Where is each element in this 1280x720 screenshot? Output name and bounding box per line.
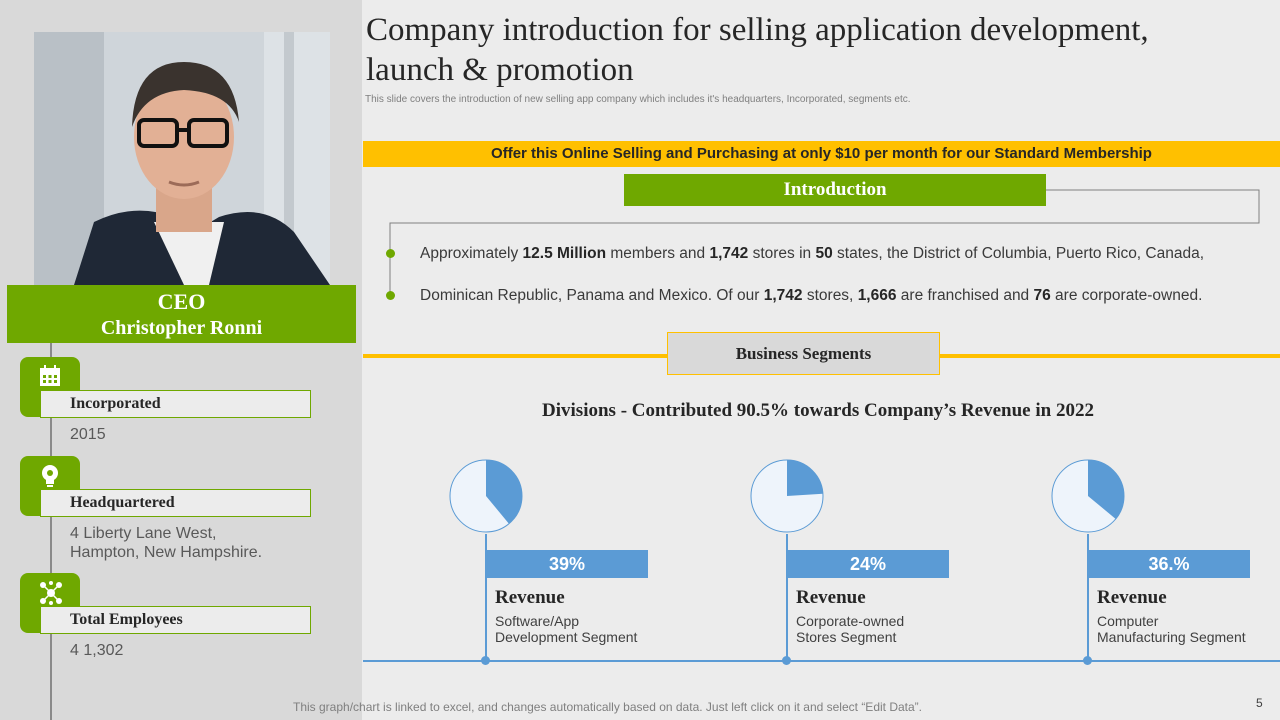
incorporated-value: 2015	[70, 426, 106, 443]
pie-slice	[486, 460, 522, 524]
intro-bullet-2-text: are corporate-owned.	[1050, 287, 1203, 304]
lightbulb-icon	[42, 465, 58, 487]
division-stem	[1087, 534, 1089, 660]
ceo-name-banner: CEO Christopher Ronni	[7, 285, 356, 343]
intro-bullet-1: Approximately 12.5 Million members and 1…	[420, 245, 1204, 263]
division-percent-2: 24%	[787, 550, 949, 578]
slide-title: Company introduction for selling applica…	[366, 10, 1266, 90]
division-title-3: Revenue	[1097, 587, 1167, 608]
division-title-2: Revenue	[796, 587, 866, 608]
incorporated-label: Incorporated	[70, 395, 161, 412]
employees-value: 4 1,302	[70, 642, 124, 659]
business-segments-heading: Business Segments	[667, 332, 940, 375]
intro-bullet-2-franchised: 1,666	[857, 287, 897, 304]
pie-slice	[787, 460, 823, 496]
division-desc-2-line2: Stores Segment	[796, 629, 897, 645]
intro-bullet-1-text: stores in	[748, 245, 816, 262]
headquartered-label: Headquartered	[70, 494, 175, 511]
intro-bullet-2-text: Dominican Republic, Panama and Mexico. O…	[420, 287, 764, 304]
introduction-heading: Introduction	[624, 174, 1046, 206]
division-stem	[786, 534, 788, 660]
intro-bullet-2-corporate: 76	[1033, 287, 1051, 304]
intro-bullet-1-members: 12.5 Million	[522, 245, 607, 262]
employees-label: Total Employees	[70, 611, 183, 628]
division-desc-3-line1: Computer	[1097, 613, 1159, 629]
headquartered-label-box: Headquartered	[40, 489, 311, 517]
bullet-icon	[386, 291, 395, 300]
intro-bullet-2-text: are franchised and	[896, 287, 1034, 304]
intro-bullet-2-text: stores,	[802, 287, 858, 304]
headquartered-value-line1: 4 Liberty Lane West,	[70, 525, 217, 542]
intro-bullet-1-stores: 1,742	[709, 245, 749, 262]
offer-banner: Offer this Online Selling and Purchasing…	[363, 141, 1280, 167]
division-desc-3: Computer Manufacturing Segment	[1097, 613, 1277, 645]
introduction-connector	[389, 189, 1260, 296]
slide-title-line1: Company introduction for selling applica…	[366, 12, 1149, 48]
division-pie-3	[1051, 459, 1125, 533]
page-number: 5	[1256, 696, 1263, 710]
pie-slice	[1088, 460, 1124, 519]
intro-bullet-2: Dominican Republic, Panama and Mexico. O…	[420, 287, 1202, 305]
division-desc-3-line2: Manufacturing Segment	[1097, 629, 1246, 645]
ceo-photo	[34, 32, 330, 285]
division-desc-1-line2: Development Segment	[495, 629, 638, 645]
incorporated-label-box: Incorporated	[40, 390, 311, 418]
slide-subtitle: This slide covers the introduction of ne…	[365, 94, 911, 105]
intro-bullet-1-text: Approximately	[420, 245, 523, 262]
calendar-icon	[40, 365, 60, 386]
slide-title-line2: launch & promotion	[366, 52, 634, 88]
intro-bullet-1-states: 50	[815, 245, 833, 262]
division-title-1: Revenue	[495, 587, 565, 608]
people-network-icon	[40, 581, 62, 605]
employees-label-box: Total Employees	[40, 606, 311, 634]
division-desc-2: Corporate-owned Stores Segment	[796, 613, 976, 645]
division-desc-1: Software/App Development Segment	[495, 613, 675, 645]
division-stem	[485, 534, 487, 660]
intro-bullet-2-stores: 1,742	[763, 287, 803, 304]
division-percent-1: 39%	[486, 550, 648, 578]
division-desc-2-line1: Corporate-owned	[796, 613, 905, 629]
divisions-title: Divisions - Contributed 90.5% towards Co…	[542, 400, 1094, 421]
bullet-icon	[386, 249, 395, 258]
footer-note: This graph/chart is linked to excel, and…	[293, 700, 922, 714]
division-pie-1	[449, 459, 523, 533]
intro-bullet-1-text: members and	[606, 245, 710, 262]
division-percent-3: 36.%	[1088, 550, 1250, 578]
ceo-name: Christopher Ronni	[100, 317, 263, 339]
ceo-role: CEO	[157, 289, 206, 314]
division-pie-2	[750, 459, 824, 533]
headquartered-value-line2: Hampton, New Hampshire.	[70, 544, 263, 561]
division-baseline	[363, 660, 1280, 662]
profile-timeline-line	[50, 343, 52, 720]
intro-bullet-1-text: states, the District of Columbia, Puerto…	[832, 245, 1205, 262]
division-desc-1-line1: Software/App	[495, 613, 580, 629]
